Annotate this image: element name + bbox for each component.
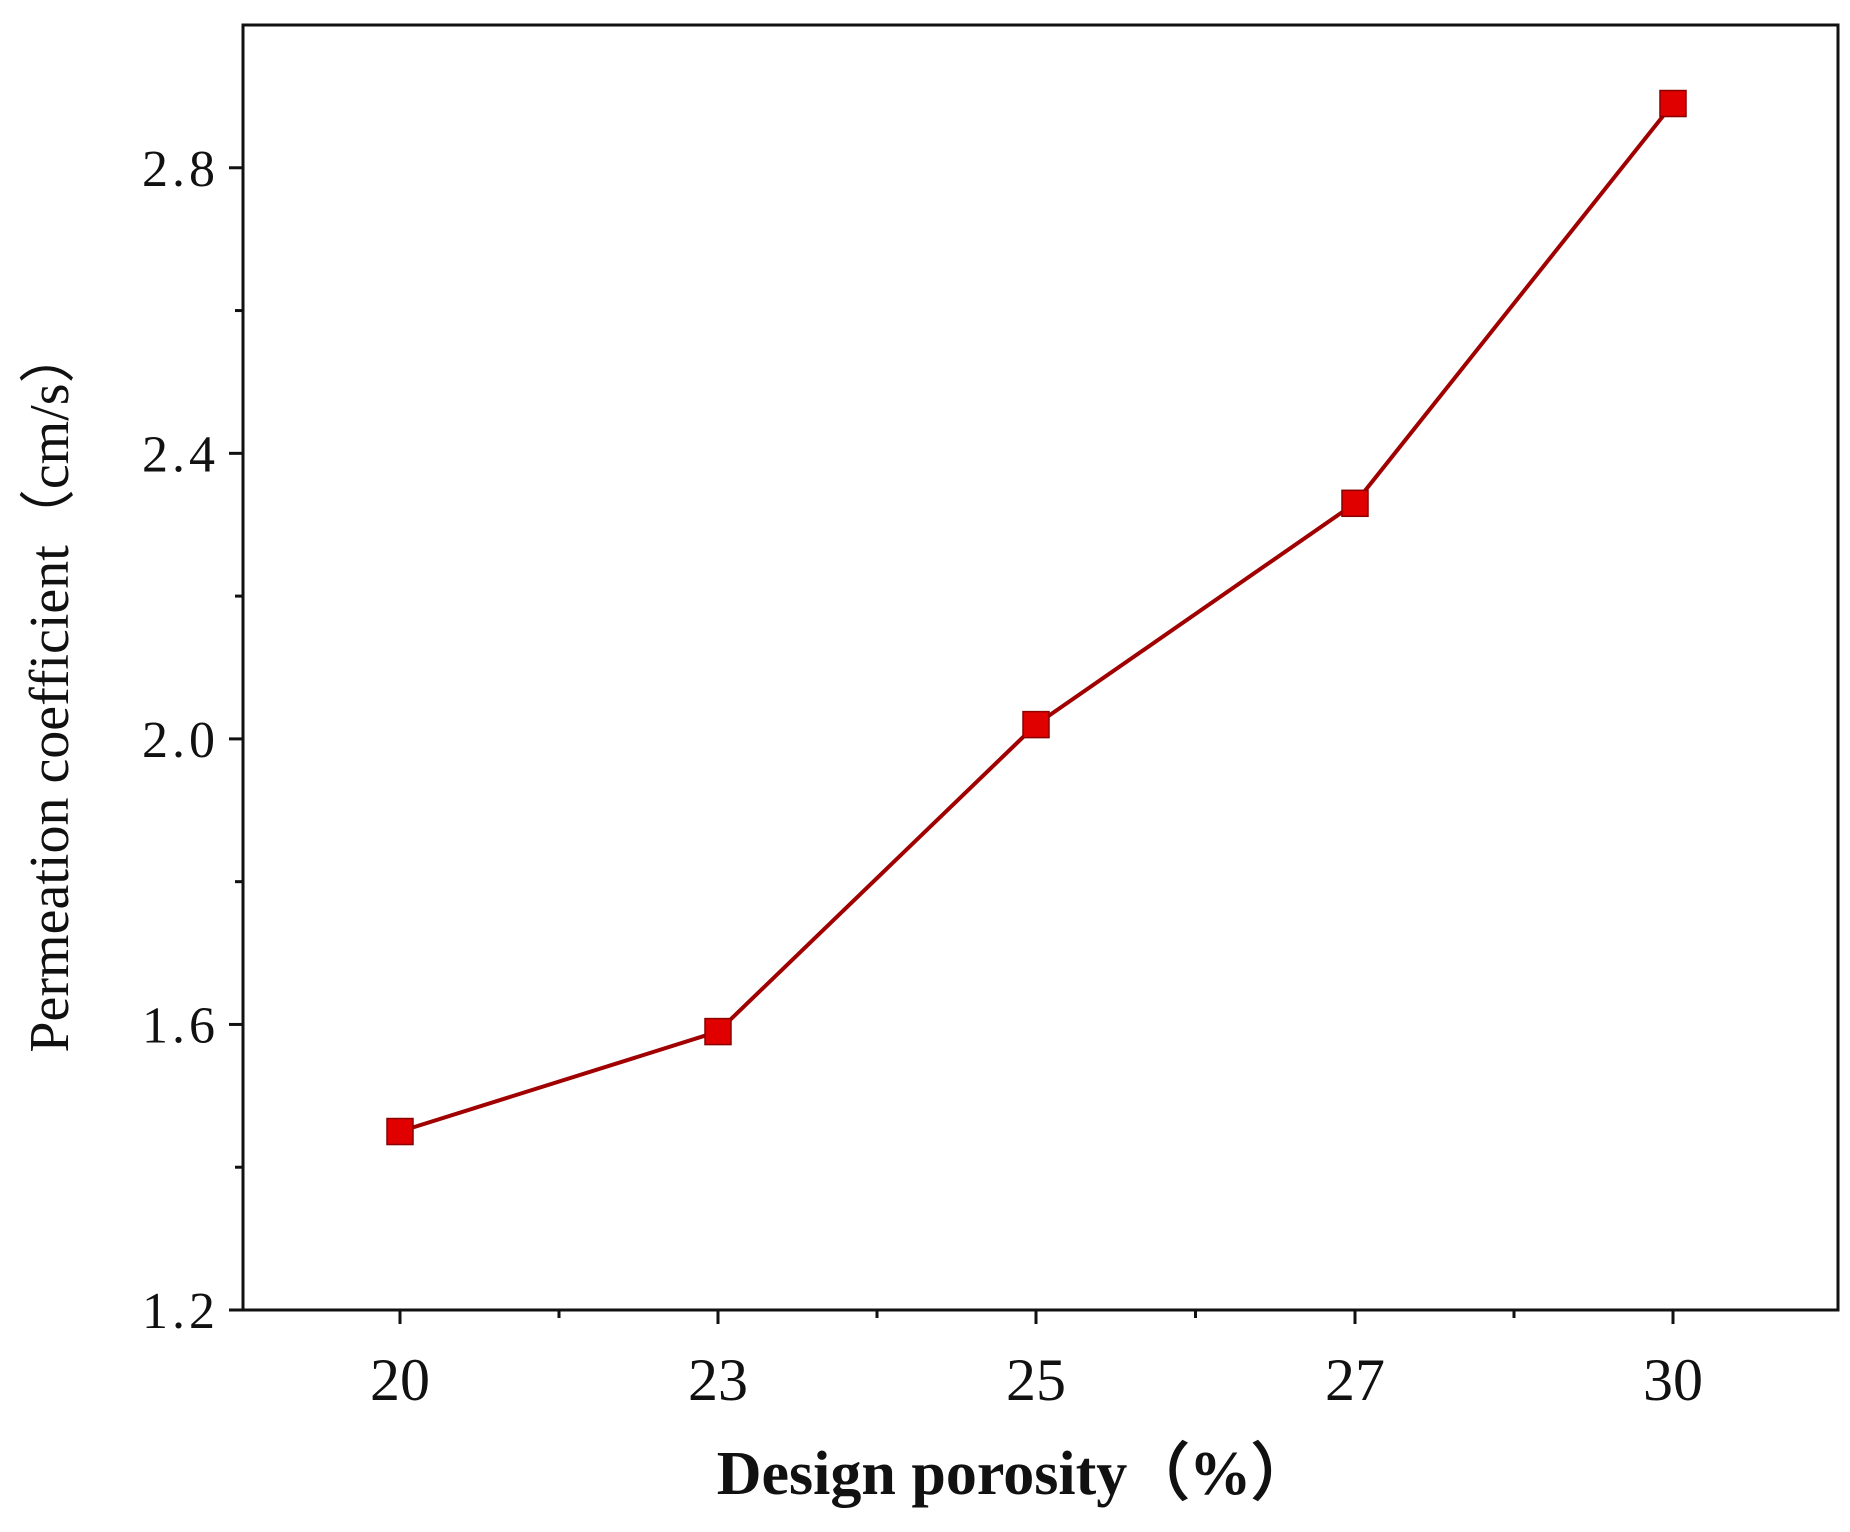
data-point-marker (704, 1017, 732, 1046)
x-tick-label: 30 (1643, 1347, 1703, 1413)
x-tick-label: 23 (688, 1347, 748, 1413)
y-tick-label: 2.8 (142, 141, 219, 198)
x-tick-label: 20 (370, 1347, 430, 1413)
y-tick-label: 2.0 (142, 712, 219, 769)
y-tick-label: 1.6 (142, 997, 219, 1054)
series-line (399, 102, 1675, 1134)
y-axis-title: Permeation coefficient（cm/s） (19, 327, 81, 1052)
series (386, 89, 1687, 1146)
x-tick-label: 27 (1325, 1347, 1385, 1413)
x-tick-label: 25 (1006, 1347, 1066, 1413)
y-tick-label: 2.4 (142, 426, 219, 483)
axes (241, 23, 1840, 1312)
ticks: 1.2 1.6 2.0 2.4 2.8 20 23 25 27 30 (142, 141, 1703, 1413)
data-point-marker (1341, 489, 1369, 518)
data-point-marker (1659, 89, 1687, 118)
data-point-marker (386, 1117, 414, 1146)
data-point-marker (1022, 710, 1050, 739)
y-tick-label: 1.2 (142, 1283, 219, 1340)
x-axis-title: Design porosity（%） (717, 1438, 1314, 1508)
plot-frame (241, 23, 1840, 1312)
